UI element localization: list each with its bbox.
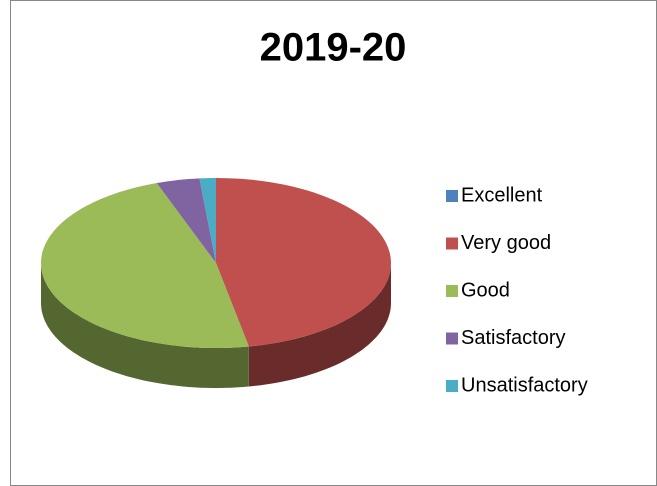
legend-label: Excellent [461, 184, 543, 206]
pie-slice [156, 178, 216, 263]
legend-swatch [446, 332, 458, 345]
pie-slice [199, 178, 216, 263]
legend-swatch [446, 190, 458, 202]
chart-title: 2019-20 [260, 26, 407, 70]
legend-swatch [446, 237, 458, 250]
legend-swatch [446, 380, 458, 392]
pie-slice-side [248, 263, 391, 387]
legend-swatch [446, 285, 458, 297]
legend-label: Good [461, 279, 510, 301]
legend-label: Very good [461, 232, 551, 254]
pie-slice [41, 183, 249, 348]
pie-slice-side [41, 263, 249, 388]
legend-label: Unsatisfactory [461, 374, 588, 396]
pie-slice [216, 178, 391, 347]
legend-label: Satisfactory [461, 327, 565, 349]
